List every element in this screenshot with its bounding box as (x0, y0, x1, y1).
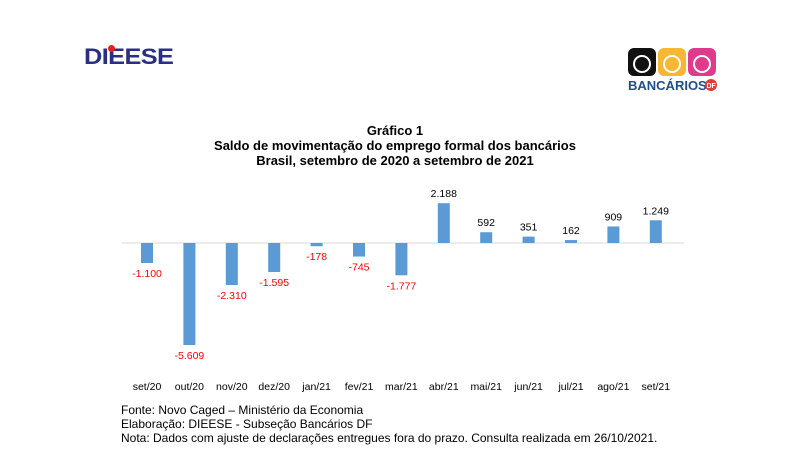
bar-jul/21 (565, 240, 577, 243)
data-label: 909 (605, 211, 623, 223)
x-tick-label: fev/21 (345, 381, 374, 393)
data-label: -1.595 (259, 277, 289, 289)
x-tick-label: jan/21 (301, 381, 331, 393)
data-label: 2.188 (431, 188, 457, 200)
data-label: -1.777 (387, 280, 417, 292)
bancarios-df-logo: BANCÁRIOS DF (628, 48, 717, 93)
bar-set/21 (649, 220, 662, 243)
data-label: -178 (306, 251, 327, 263)
bar-mar/21 (395, 243, 408, 276)
chart-subtitle-2: Brasil, setembro de 2020 a setembro de 2… (256, 153, 534, 168)
x-tick-label: dez/20 (258, 381, 290, 393)
bar-fev/21 (353, 243, 365, 257)
data-label: 351 (520, 222, 538, 234)
x-tick-label: nov/20 (216, 381, 248, 393)
x-tick-label: out/20 (175, 381, 204, 393)
x-tick-label: mai/21 (470, 381, 502, 393)
data-label: -5.609 (175, 350, 205, 362)
bar-jan/21 (310, 243, 323, 247)
chart-subtitle: Saldo de movimentação do emprego formal … (214, 138, 576, 153)
bar-nov/20 (225, 243, 238, 286)
bar-dez/20 (268, 243, 281, 273)
data-label: 162 (562, 225, 580, 237)
data-label: -2.310 (217, 290, 247, 302)
bar-out/20 (183, 243, 196, 345)
x-tick-label: ago/21 (597, 381, 629, 393)
x-tick-label: mar/21 (385, 381, 418, 393)
x-tick-label: set/21 (641, 381, 670, 393)
bar-set/20 (141, 243, 153, 264)
data-label: 592 (477, 217, 495, 229)
dieese-logo-dot (108, 45, 115, 52)
data-label: 1.249 (643, 205, 669, 217)
bar-jun/21 (522, 236, 535, 243)
svg-text:DF: DF (707, 83, 717, 90)
bar-mai/21 (480, 232, 493, 243)
x-tick-label: abr/21 (429, 381, 459, 393)
x-tick-label: jul/21 (557, 381, 583, 393)
dieese-logo: DIEESE (84, 44, 174, 69)
notes: Fonte: Novo Caged – Ministério da Econom… (121, 403, 657, 445)
bar-abr/21 (437, 203, 450, 243)
bar-ago/21 (607, 226, 620, 243)
x-tick-label: set/20 (133, 381, 162, 393)
data-note: Nota: Dados com ajuste de declarações en… (121, 431, 658, 445)
elaboration-note: Elaboração: DIEESE - Subseção Bancários … (121, 417, 373, 431)
data-label: -1.100 (132, 268, 162, 280)
x-tick-label: jun/21 (513, 381, 543, 393)
data-label: -745 (348, 262, 369, 274)
chart-title: Gráfico 1 (366, 123, 424, 138)
svg-text:BANCÁRIOS: BANCÁRIOS (628, 78, 707, 93)
source-note: Fonte: Novo Caged – Ministério da Econom… (121, 403, 364, 417)
